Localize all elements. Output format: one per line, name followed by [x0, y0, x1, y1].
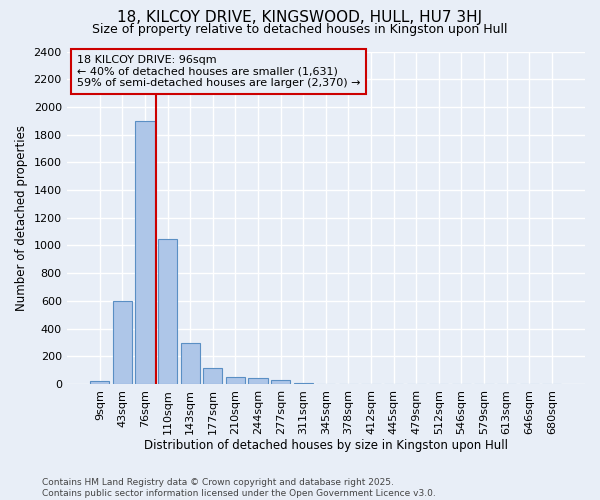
Bar — [203, 368, 223, 384]
Text: Size of property relative to detached houses in Kingston upon Hull: Size of property relative to detached ho… — [92, 22, 508, 36]
Text: 18, KILCOY DRIVE, KINGSWOOD, HULL, HU7 3HJ: 18, KILCOY DRIVE, KINGSWOOD, HULL, HU7 3… — [118, 10, 482, 25]
Bar — [158, 238, 177, 384]
Text: 18 KILCOY DRIVE: 96sqm
← 40% of detached houses are smaller (1,631)
59% of semi-: 18 KILCOY DRIVE: 96sqm ← 40% of detached… — [77, 55, 361, 88]
Bar — [113, 301, 132, 384]
Bar — [181, 343, 200, 384]
Bar — [248, 378, 268, 384]
Bar — [271, 380, 290, 384]
Y-axis label: Number of detached properties: Number of detached properties — [15, 124, 28, 310]
X-axis label: Distribution of detached houses by size in Kingston upon Hull: Distribution of detached houses by size … — [144, 440, 508, 452]
Text: Contains HM Land Registry data © Crown copyright and database right 2025.
Contai: Contains HM Land Registry data © Crown c… — [42, 478, 436, 498]
Bar — [136, 121, 155, 384]
Bar — [90, 381, 109, 384]
Bar — [226, 377, 245, 384]
